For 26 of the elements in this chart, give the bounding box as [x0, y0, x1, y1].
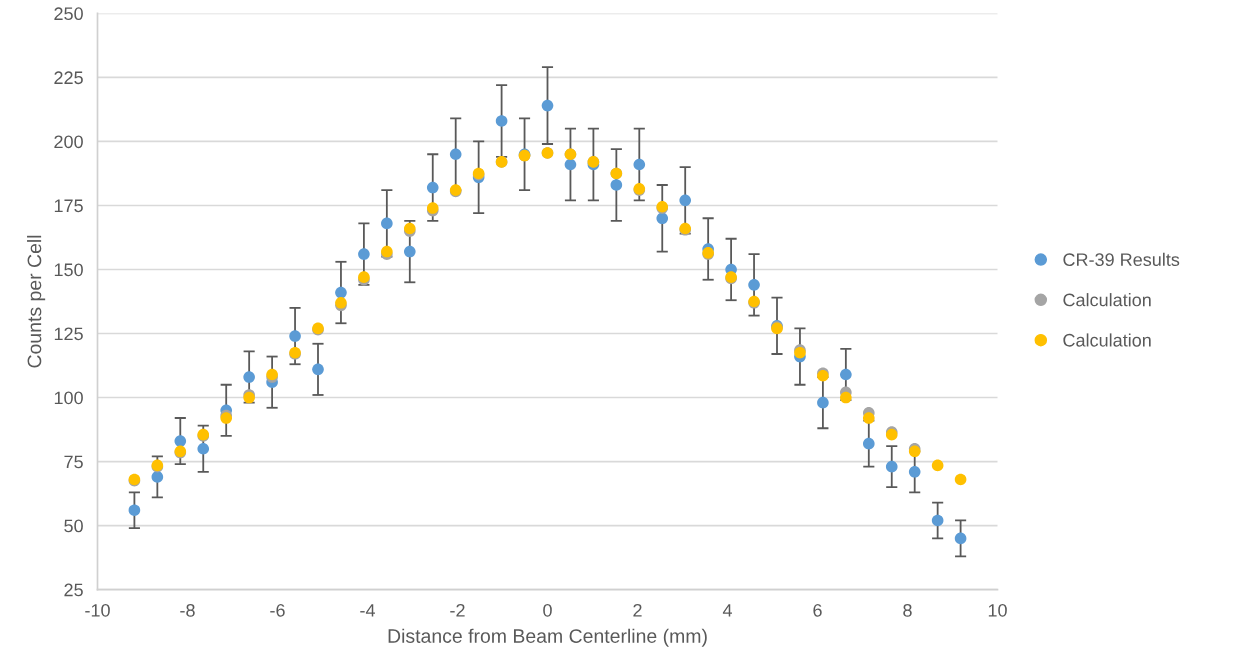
- y-tick-label: 25: [64, 583, 83, 597]
- y-tick-label: 225: [54, 71, 83, 85]
- y-tick-label: 50: [64, 519, 83, 533]
- y-axis-title: Counts per Cell: [27, 235, 46, 368]
- y-tick-label: 175: [54, 199, 83, 213]
- x-tick-label: 6: [813, 603, 822, 617]
- legend-label: Calculation: [1063, 333, 1151, 347]
- y-tick-label: 150: [54, 263, 83, 277]
- x-tick-label: 2: [633, 603, 642, 617]
- x-tick-label: -2: [450, 603, 465, 617]
- x-tick-label: -8: [180, 603, 195, 617]
- x-axis-title: Distance from Beam Centerline (mm): [388, 628, 707, 647]
- x-tick-label: 4: [722, 604, 732, 617]
- x-tick-label: 8: [903, 603, 912, 617]
- y-tick-label: 100: [54, 391, 83, 405]
- y-tick-label: 250: [54, 7, 83, 21]
- y-tick-label: 125: [54, 327, 83, 341]
- y-tick-label: 200: [54, 135, 83, 149]
- x-tick-label: 10: [988, 603, 1007, 617]
- legend-label: CR-39 Results: [1063, 252, 1180, 267]
- x-tick-label: -4: [360, 604, 375, 617]
- x-tick-label: 0: [543, 603, 552, 617]
- y-tick-label: 75: [64, 455, 83, 469]
- x-tick-label: -10: [85, 603, 110, 617]
- x-tick-label: -6: [270, 603, 285, 617]
- legend-label: Calculation: [1063, 293, 1151, 307]
